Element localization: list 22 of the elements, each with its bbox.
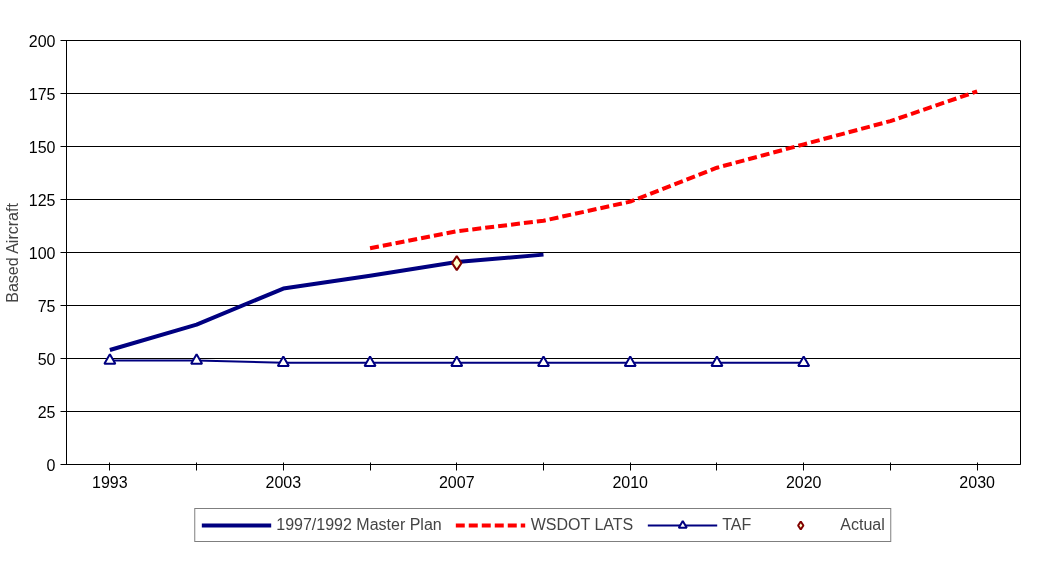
x-tick-label: 2007 <box>438 473 475 491</box>
y-axis-title: Based Aircraft <box>3 202 21 303</box>
x-tick-label: 2003 <box>265 473 302 491</box>
y-tick-label: 125 <box>28 191 56 209</box>
y-tick-label: 0 <box>46 456 56 474</box>
y-tick-label: 175 <box>28 85 56 103</box>
legend-label: WSDOT LATS <box>530 516 634 534</box>
legend-label: 1997/1992 Master Plan <box>276 516 442 534</box>
x-tick-label: 1993 <box>92 473 128 491</box>
line-series <box>107 252 546 353</box>
x-tick-label: 2030 <box>959 473 996 491</box>
y-tick-label: 150 <box>28 138 56 156</box>
y-tick-label: 25 <box>37 403 56 421</box>
x-tick-label: 2020 <box>785 473 822 491</box>
y-tick-label: 200 <box>28 32 56 50</box>
x-tick-label: 2010 <box>612 473 649 491</box>
y-tick-label: 100 <box>28 244 56 262</box>
legend-label: Actual <box>840 516 885 534</box>
line-series <box>368 89 980 251</box>
legend-label: TAF <box>722 516 752 534</box>
y-tick-label: 75 <box>37 297 56 315</box>
y-tick-label: 50 <box>37 350 56 368</box>
